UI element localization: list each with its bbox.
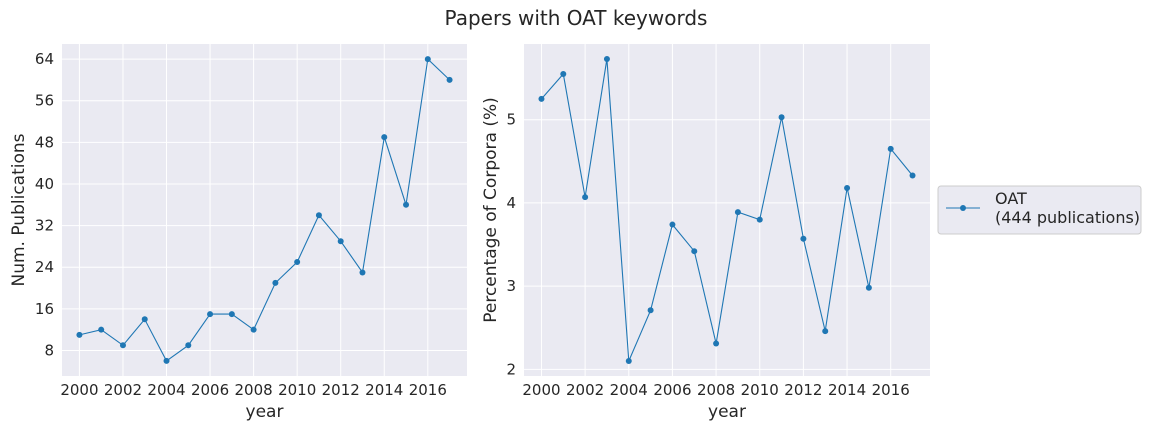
x-tick-labels: 2000 2002 2004 2006 2008 2010 2012 2014 2016 [60, 381, 447, 399]
data-point [865, 284, 872, 291]
gridlines [62, 44, 467, 376]
data-point [560, 70, 567, 77]
x-tick-label: 2012 [784, 381, 822, 399]
data-point [844, 184, 851, 191]
data-point [778, 114, 785, 121]
data-point [119, 342, 126, 349]
gridlines [524, 44, 930, 376]
figure-title: Papers with OAT keywords [445, 6, 708, 30]
y-tick-label: 24 [35, 258, 54, 276]
x-tick-labels: 2000 2002 2004 2006 2008 2010 2012 2014 2016 [522, 381, 909, 399]
x-tick-label: 2010 [741, 381, 779, 399]
x-tick-label: 2006 [191, 381, 229, 399]
y-axis-label: Percentage of Corpora (%) [481, 97, 501, 323]
x-tick-label: 2004 [610, 381, 648, 399]
data-point [756, 216, 763, 223]
y-tick-label: 16 [35, 300, 54, 318]
data-point [228, 311, 235, 318]
y-tick-label: 48 [35, 133, 54, 151]
data-point [603, 55, 610, 62]
data-point [909, 172, 916, 179]
data-point [691, 248, 698, 255]
series-line [79, 57, 450, 362]
y-axis-label: Num. Publications [9, 133, 29, 286]
series-line [541, 58, 913, 362]
data-point [381, 134, 388, 141]
x-tick-label: 2012 [322, 381, 360, 399]
legend: OAT (444 publications) [937, 185, 1142, 235]
left-subplot: 2000 2002 2004 2006 2008 2010 2012 2014 2016 8 16… [9, 44, 467, 422]
x-tick-label: 2002 [566, 381, 604, 399]
data-point [76, 331, 83, 338]
data-point [272, 279, 279, 286]
data-points [76, 56, 453, 364]
x-axis-label: year [708, 402, 746, 422]
legend-marker-swatch [960, 205, 966, 211]
data-point [337, 238, 344, 245]
data-point [185, 342, 192, 349]
legend-entry-name: OAT [995, 189, 1027, 208]
y-tick-label: 64 [35, 50, 54, 68]
y-tick-label: 40 [35, 175, 54, 193]
y-tick-label: 56 [35, 92, 54, 110]
data-point [647, 307, 654, 314]
x-tick-label: 2016 [872, 381, 910, 399]
data-point [163, 357, 170, 364]
y-tick-label: 4 [506, 194, 516, 212]
y-tick-label: 5 [506, 111, 516, 129]
data-points [538, 55, 916, 365]
data-point [424, 56, 431, 63]
y-tick-label: 8 [44, 342, 54, 360]
data-point [800, 235, 807, 242]
x-tick-label: 2016 [409, 381, 447, 399]
x-tick-label: 2014 [828, 381, 866, 399]
data-point [207, 311, 214, 318]
data-point [315, 212, 322, 219]
right-subplot: 2000 2002 2004 2006 2008 2010 2012 2014 2016 2 3 4… [481, 44, 930, 422]
x-tick-label: 2000 [60, 381, 98, 399]
data-point [822, 328, 829, 335]
data-point [582, 194, 589, 201]
plot-area-background [62, 44, 467, 376]
data-point [141, 316, 148, 323]
data-point [294, 259, 301, 266]
data-point [446, 76, 453, 83]
legend-box [937, 185, 1142, 235]
y-tick-label: 32 [35, 217, 54, 235]
data-point [403, 201, 410, 208]
x-axis-label: year [246, 402, 284, 422]
data-point [538, 95, 545, 102]
data-point [713, 340, 720, 347]
data-point [250, 326, 257, 333]
x-tick-label: 2006 [653, 381, 691, 399]
data-point [98, 326, 105, 333]
y-tick-label: 2 [506, 360, 516, 378]
legend-entry-count: (444 publications) [995, 208, 1140, 227]
x-tick-label: 2000 [522, 381, 560, 399]
x-tick-label: 2002 [104, 381, 142, 399]
y-tick-labels: 8 16 24 32 40 48 56 64 [35, 50, 54, 359]
y-tick-label: 3 [506, 277, 516, 295]
data-point [669, 221, 676, 228]
x-tick-label: 2014 [365, 381, 403, 399]
x-tick-label: 2008 [697, 381, 735, 399]
x-tick-label: 2008 [235, 381, 273, 399]
x-tick-label: 2010 [278, 381, 316, 399]
data-point [887, 145, 894, 152]
x-tick-label: 2004 [147, 381, 185, 399]
y-tick-labels: 2 3 4 5 [506, 111, 516, 379]
data-point [359, 269, 366, 276]
plot-area-background [524, 44, 930, 376]
data-point [734, 209, 741, 216]
data-point [625, 358, 632, 365]
